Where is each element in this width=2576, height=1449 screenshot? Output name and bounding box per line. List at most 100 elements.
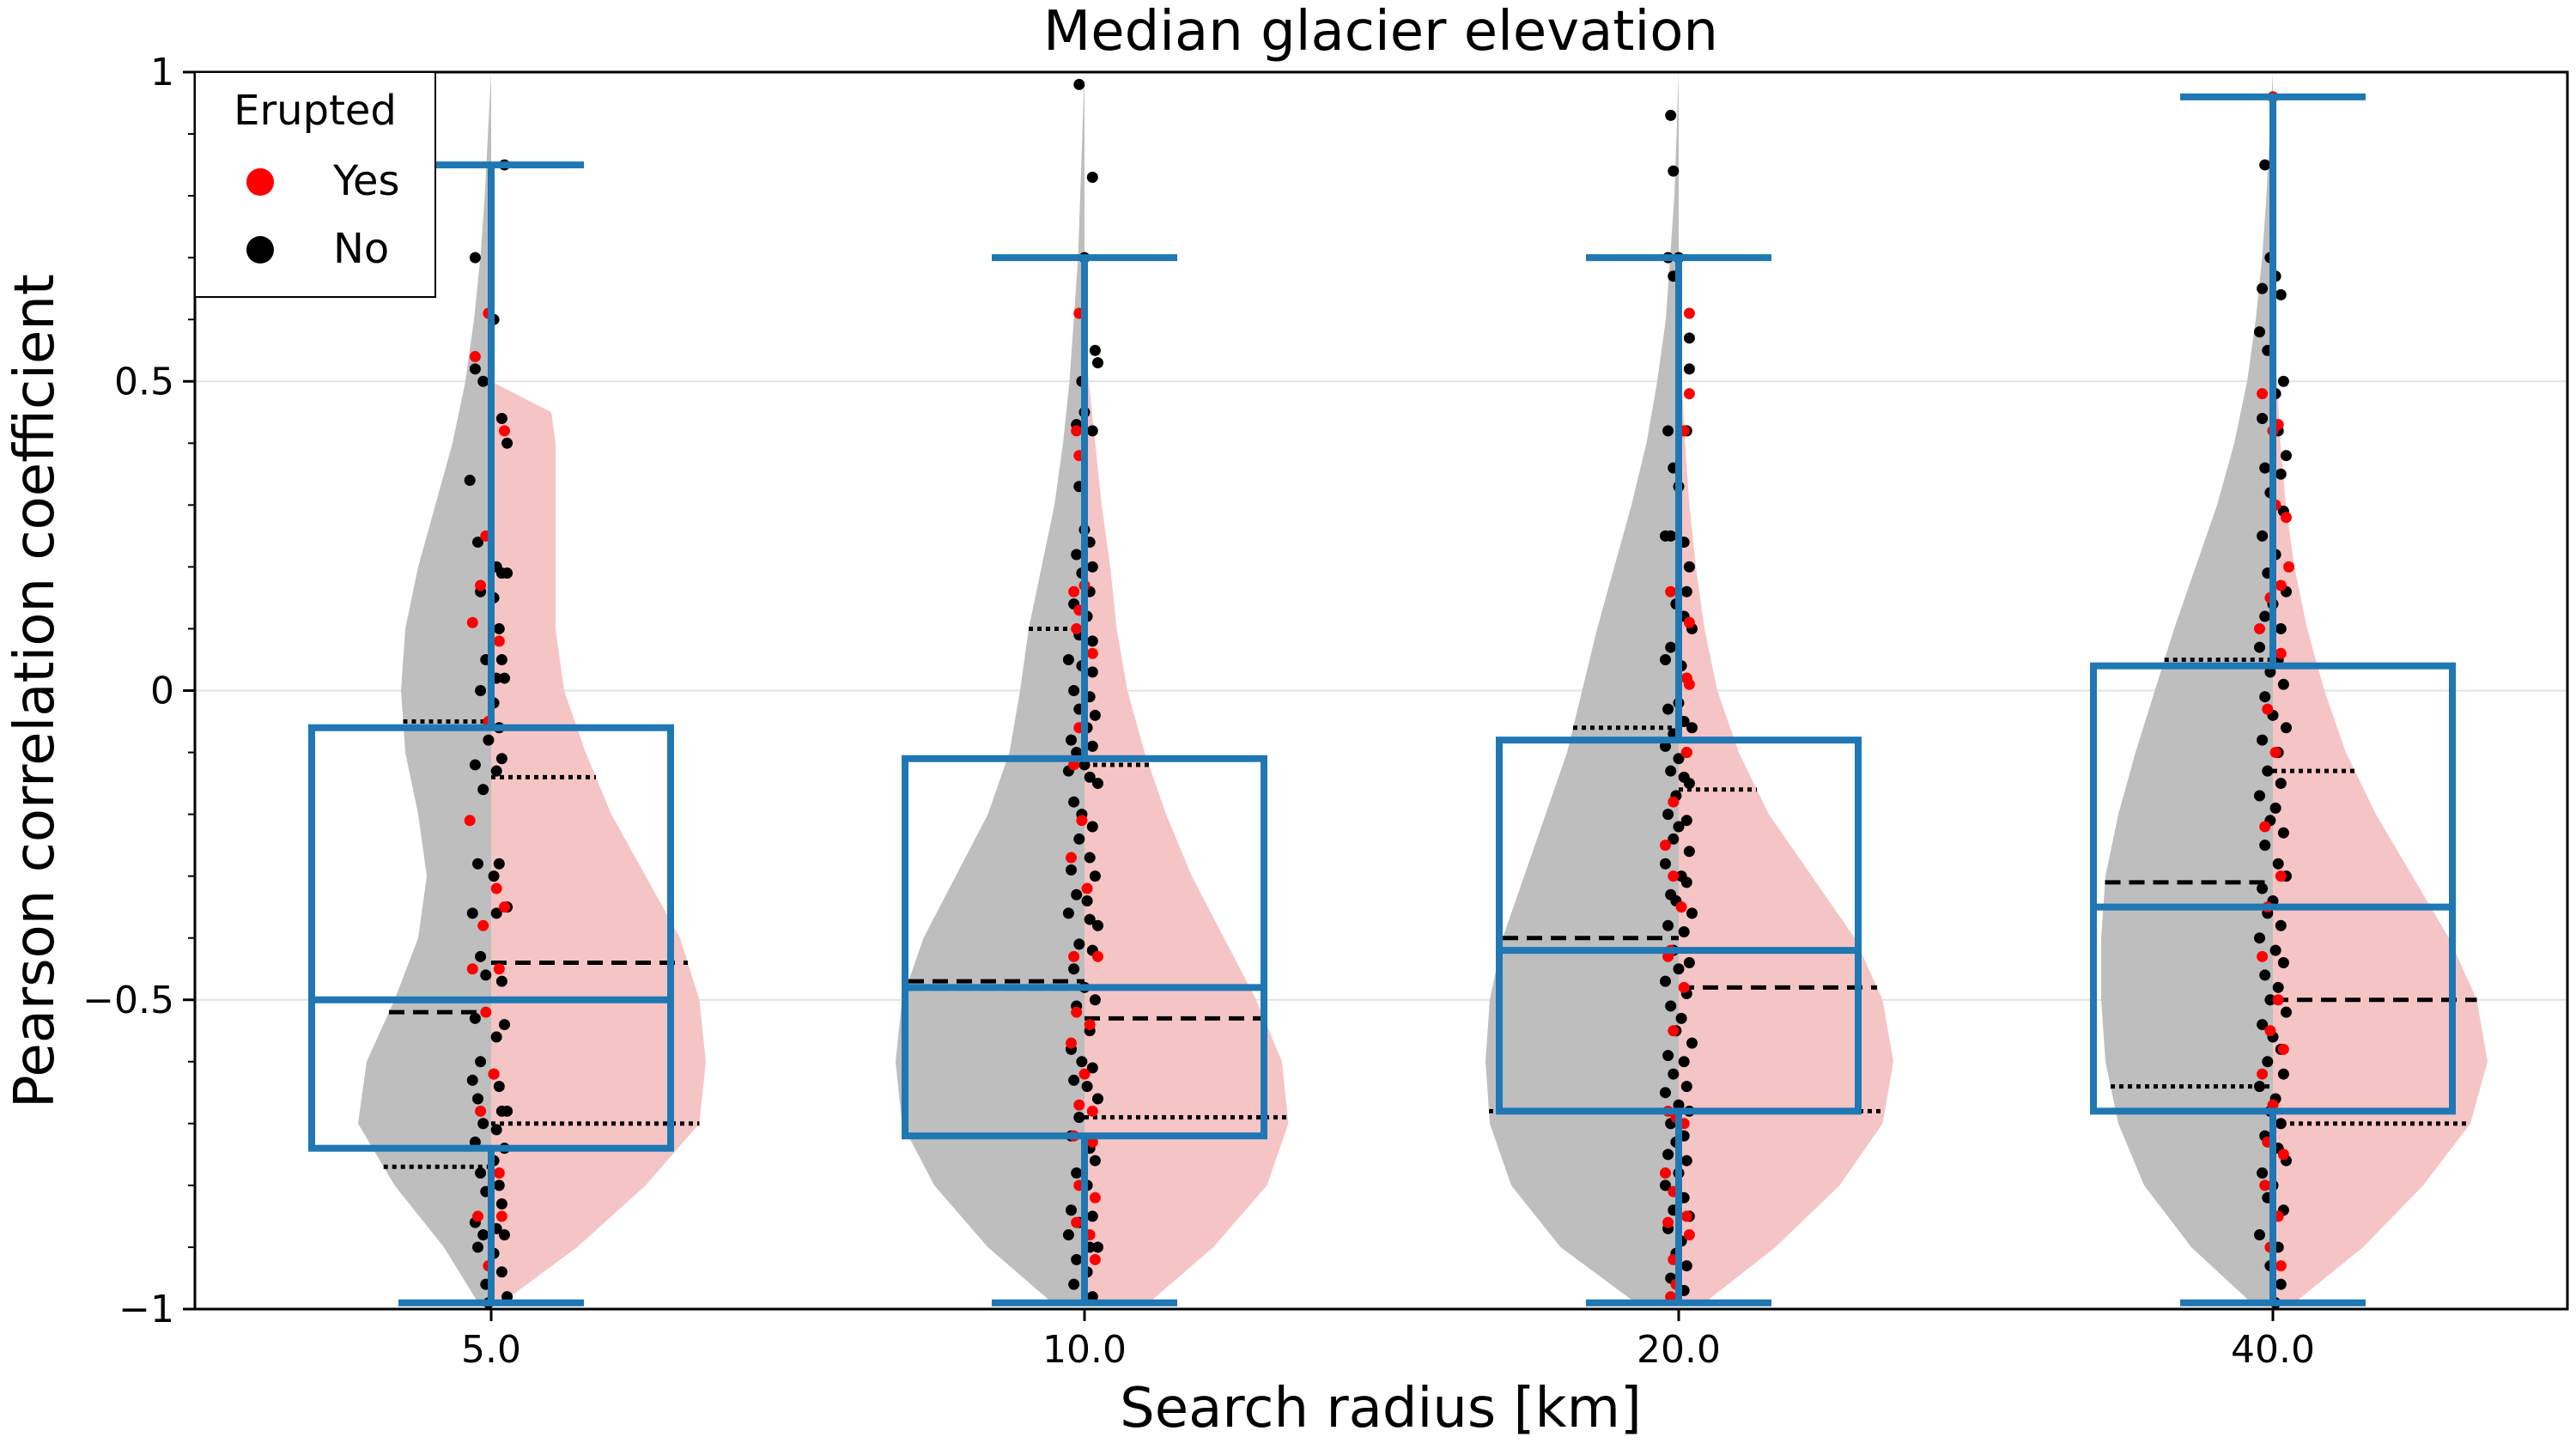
point-no-1-0 xyxy=(1073,78,1085,90)
point-yes-0-18 xyxy=(472,1210,483,1222)
point-no-1-34 xyxy=(1092,778,1103,790)
point-yes-2-22 xyxy=(1662,1216,1674,1228)
chart-title: Median glacier elevation xyxy=(1043,0,1718,64)
point-no-0-54 xyxy=(495,1198,507,1210)
point-yes-1-6 xyxy=(1071,622,1083,634)
point-no-2-0 xyxy=(1665,109,1677,121)
box-3 xyxy=(2090,662,2456,1115)
point-yes-3-11 xyxy=(2262,703,2274,715)
point-no-1-46 xyxy=(1092,919,1103,931)
point-no-2-46 xyxy=(1662,919,1674,931)
point-no-2-42 xyxy=(1680,876,1692,888)
point-yes-3-19 xyxy=(2277,1043,2289,1055)
violin-left-no-3 xyxy=(2101,72,2273,1303)
point-no-2-24 xyxy=(1662,703,1674,715)
violin-right-yes-0 xyxy=(491,381,706,1303)
point-yes-0-13 xyxy=(493,963,505,975)
point-no-1-29 xyxy=(1086,740,1098,752)
point-yes-2-11 xyxy=(1675,901,1687,913)
point-no-0-18 xyxy=(499,672,510,684)
point-no-0-19 xyxy=(475,685,487,696)
x-axis-ticks: 5.0 10.0 20.0 40.0 xyxy=(461,1309,2315,1372)
point-no-0-35 xyxy=(480,969,492,981)
x-tick-label-0: 5.0 xyxy=(461,1328,521,1372)
point-no-3-42 xyxy=(2257,882,2269,894)
point-no-0-61 xyxy=(495,1266,507,1278)
point-yes-1-15 xyxy=(1071,1006,1083,1018)
point-no-3-69 xyxy=(2254,1229,2265,1241)
point-no-1-69 xyxy=(1062,1229,1074,1241)
point-yes-2-19 xyxy=(1660,1167,1671,1179)
point-no-2-50 xyxy=(1673,963,1685,975)
point-no-2-39 xyxy=(1683,846,1695,858)
point-no-3-39 xyxy=(2259,840,2271,852)
point-no-2-31 xyxy=(1665,765,1677,777)
point-no-2-57 xyxy=(1662,1050,1674,1062)
point-no-2-49 xyxy=(1683,957,1695,969)
point-no-0-33 xyxy=(475,950,487,962)
point-no-0-26 xyxy=(477,784,489,796)
point-no-1-37 xyxy=(1086,821,1098,833)
point-yes-1-25 xyxy=(1071,1216,1083,1228)
point-no-1-8 xyxy=(1086,425,1098,437)
point-no-2-56 xyxy=(1686,1037,1698,1049)
point-yes-2-9 xyxy=(1660,840,1671,852)
point-no-0-41 xyxy=(466,1074,478,1086)
point-no-2-59 xyxy=(1668,1068,1680,1080)
point-no-3-10 xyxy=(2257,412,2269,424)
point-yes-3-18 xyxy=(2264,1025,2276,1037)
point-no-3-28 xyxy=(2259,691,2271,703)
point-yes-3-27 xyxy=(2275,1260,2287,1272)
point-yes-3-7 xyxy=(2275,579,2287,591)
point-yes-0-16 xyxy=(475,1105,487,1117)
point-yes-1-3 xyxy=(1068,585,1080,597)
x-tick-label-1: 10.0 xyxy=(1042,1328,1127,1372)
point-no-3-0 xyxy=(2259,159,2271,171)
point-no-3-65 xyxy=(2257,1167,2269,1179)
point-no-0-4 xyxy=(477,375,489,387)
point-no-0-22 xyxy=(483,734,495,746)
point-no-3-46 xyxy=(2254,932,2265,944)
point-no-0-23 xyxy=(495,753,507,765)
point-no-1-71 xyxy=(1092,1241,1103,1253)
y-tick-label-4: −1 xyxy=(118,1288,174,1331)
point-no-1-45 xyxy=(1084,913,1096,925)
point-yes-3-9 xyxy=(2254,622,2265,634)
point-no-2-40 xyxy=(1660,858,1671,870)
point-no-3-58 xyxy=(2254,1081,2265,1093)
point-no-1-60 xyxy=(1073,1112,1085,1124)
point-no-2-38 xyxy=(1668,833,1680,845)
point-no-2-19 xyxy=(1665,641,1677,653)
point-no-3-57 xyxy=(2277,1068,2289,1080)
point-yes-3-12 xyxy=(2269,747,2281,759)
point-no-0-43 xyxy=(472,1093,483,1105)
point-no-2-5 xyxy=(1683,332,1695,344)
point-no-0-25 xyxy=(490,765,502,777)
point-no-2-70 xyxy=(1660,1179,1671,1191)
point-no-1-41 xyxy=(1089,870,1101,882)
point-no-3-5 xyxy=(2275,288,2287,300)
point-no-1-3 xyxy=(1089,344,1101,356)
point-no-0-36 xyxy=(469,1012,481,1024)
y-tick-label-1: 0.5 xyxy=(114,360,174,403)
point-no-1-67 xyxy=(1086,1210,1098,1222)
point-no-3-48 xyxy=(2277,957,2289,969)
point-yes-3-23 xyxy=(2277,1149,2289,1161)
point-no-0-57 xyxy=(477,1229,489,1241)
point-yes-1-7 xyxy=(1086,647,1098,659)
point-yes-2-14 xyxy=(1678,981,1690,993)
point-no-1-12 xyxy=(1071,549,1083,561)
point-no-3-31 xyxy=(2257,734,2269,746)
point-no-1-51 xyxy=(1089,994,1101,1006)
point-no-1-40 xyxy=(1066,864,1077,876)
point-yes-0-9 xyxy=(490,882,502,894)
point-no-3-35 xyxy=(2254,790,2265,802)
point-no-1-57 xyxy=(1068,1074,1080,1086)
point-no-1-63 xyxy=(1089,1155,1101,1167)
x-tick-label-2: 20.0 xyxy=(1637,1328,1721,1372)
point-no-3-52 xyxy=(2281,1006,2292,1018)
point-no-2-8 xyxy=(1662,425,1674,437)
point-no-1-74 xyxy=(1068,1278,1080,1290)
point-no-0-39 xyxy=(475,1056,487,1068)
point-yes-0-15 xyxy=(488,1068,500,1080)
